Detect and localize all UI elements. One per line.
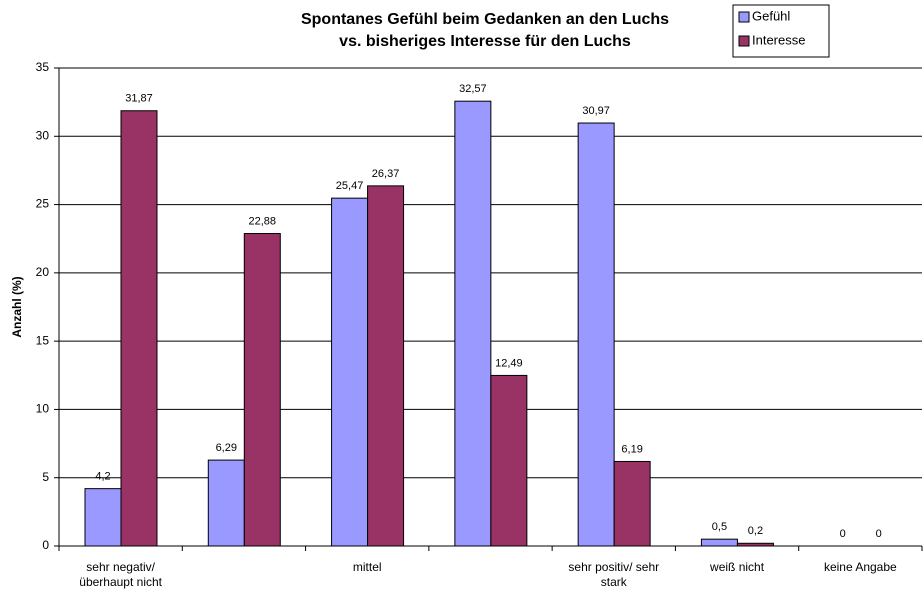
bar [331,197,369,547]
y-tick-label: 35 [36,60,50,74]
value-label: 22,88 [249,215,277,227]
bar [120,110,158,547]
bar [613,460,651,547]
x-tick-label: sehr negativ/ überhaupt nicht [79,560,162,589]
y-tick-label: 5 [42,470,49,484]
y-axis-label: Anzahl (%) [10,276,24,337]
value-label: 6,19 [621,443,642,455]
y-tick-label: 0 [42,538,49,552]
value-label: 6,29 [216,442,237,454]
legend-label: Gefühl [752,8,790,23]
value-label: 25,47 [336,180,364,192]
x-tick-label: keine Angabe [823,560,897,574]
y-tick-label: 25 [36,197,50,211]
legend-swatch [738,11,750,23]
value-label: 32,57 [459,83,487,95]
bar [736,542,774,547]
value-label: 4,2 [95,471,110,483]
bar [490,374,528,547]
legend-swatch [738,35,750,47]
bar [700,538,738,547]
chart-title: Spontanes Gefühl beim Gedanken an den Lu… [301,11,669,28]
bar [84,488,122,547]
value-label: 26,37 [372,168,400,180]
bar [454,100,492,547]
x-tick-label: mittel [352,560,382,574]
value-label: 0 [840,528,846,540]
value-label: 0 [876,528,882,540]
value-label: 0,5 [712,521,727,533]
chart-title: vs. bisheriges Interesse für den Luchs [339,33,631,50]
y-tick-label: 30 [36,128,50,142]
y-tick-label: 10 [36,402,50,416]
bar [577,122,615,547]
bar [367,185,405,547]
legend-label: Interesse [752,32,805,47]
x-tick-label: sehr positiv/ sehr stark [568,560,660,589]
value-label: 12,49 [495,357,523,369]
bar [207,459,245,547]
y-tick-label: 20 [36,265,50,279]
value-label: 30,97 [582,105,610,117]
y-tick-label: 15 [36,333,50,347]
value-label: 0,2 [748,525,763,537]
value-label: 31,87 [125,93,153,105]
bar [243,233,281,547]
x-tick-label: weiß nicht [710,560,765,574]
